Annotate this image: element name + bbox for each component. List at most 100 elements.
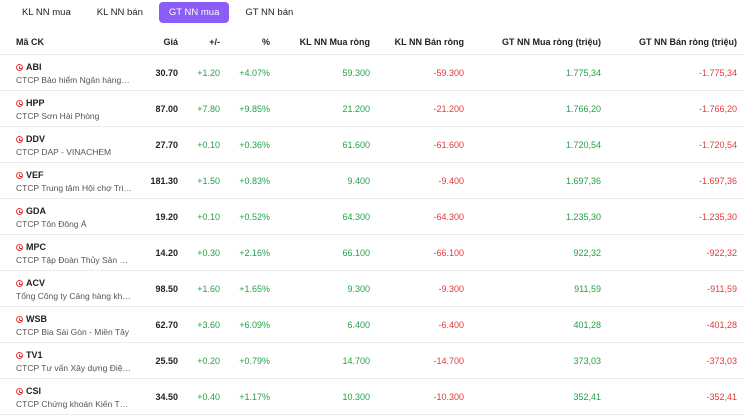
cell-pct: +0.36% <box>220 126 270 163</box>
cell-code[interactable]: ABI CTCP Bảo hiểm Ngân hàng Nông nghiệp <box>0 54 148 91</box>
cell-code[interactable]: HPP CTCP Sơn Hải Phòng <box>0 90 148 127</box>
cell-change: +0.40 <box>178 378 220 415</box>
table-row[interactable]: ACV Tổng Công ty Cảng hàng không Việt Na… <box>0 270 745 307</box>
cell-change: +1.50 <box>178 162 220 199</box>
cell-gt-buy: 1.697,36 <box>464 162 601 199</box>
symbol[interactable]: VEF <box>16 169 148 182</box>
symbol[interactable]: DDV <box>16 133 148 146</box>
table-row[interactable]: CSI CTCP Chứng khoán Kiến Thiết Việt Nam… <box>0 378 745 415</box>
company-name: CTCP Tư vấn Xây dựng Điện 1 <box>16 362 132 373</box>
trend-circle-icon <box>16 387 23 395</box>
cell-change: +1.20 <box>178 54 220 91</box>
tab-kl-nn-mua[interactable]: KL NN mua <box>22 6 71 18</box>
cell-kl-buy: 10.300 <box>270 378 370 415</box>
cell-code[interactable]: VEF CTCP Trung tâm Hội chợ Triển lãm Việ… <box>0 162 148 199</box>
symbol-text[interactable]: TV1 <box>26 350 43 360</box>
cell-code[interactable]: TV1 CTCP Tư vấn Xây dựng Điện 1 <box>0 342 148 379</box>
table-row[interactable]: GDA CTCP Tôn Đông Á 19.20 +0.10 +0.52% 6… <box>0 198 745 235</box>
cell-kl-sell: -14.700 <box>370 342 464 379</box>
cell-kl-buy: 59.300 <box>270 54 370 91</box>
symbol[interactable]: ACV <box>16 277 148 290</box>
symbol-text[interactable]: GDA <box>26 206 46 216</box>
table-row[interactable]: ABI CTCP Bảo hiểm Ngân hàng Nông nghiệp … <box>0 54 745 91</box>
cell-pct: +9.85% <box>220 90 270 127</box>
trend-circle-icon <box>16 243 23 251</box>
trend-circle-icon <box>16 351 23 359</box>
tab-kl-nn-ban[interactable]: KL NN bán <box>96 6 143 18</box>
cell-kl-buy: 14.700 <box>270 342 370 379</box>
cell-code[interactable]: DDV CTCP DAP - VINACHEM <box>0 126 148 163</box>
cell-price: 19.20 <box>148 198 178 235</box>
cell-pct: +1.17% <box>220 378 270 415</box>
col-header-price[interactable]: Giá <box>148 30 178 55</box>
table-row[interactable]: VEF CTCP Trung tâm Hội chợ Triển lãm Việ… <box>0 162 745 199</box>
symbol[interactable]: GDA <box>16 205 148 218</box>
cell-change: +0.20 <box>178 342 220 379</box>
table-row[interactable]: MPC CTCP Tập Đoàn Thủy Sản Minh Phú 14.2… <box>0 234 745 271</box>
cell-change: +0.10 <box>178 198 220 235</box>
symbol[interactable]: WSB <box>16 313 148 326</box>
symbol-text[interactable]: VEF <box>26 170 44 180</box>
cell-code[interactable]: WSB CTCP Bia Sài Gòn - Miền Tây <box>0 306 148 343</box>
cell-gt-sell: -911,59 <box>601 270 745 307</box>
symbol[interactable]: HPP <box>16 97 148 110</box>
company-name: CTCP Chứng khoán Kiến Thiết Việt Nam <box>16 398 132 409</box>
tab-gt-nn-ban[interactable]: GT NN bán <box>245 6 294 18</box>
trend-circle-icon <box>16 279 23 287</box>
cell-kl-sell: -10.300 <box>370 378 464 415</box>
cell-gt-sell: -1.775,34 <box>601 54 745 91</box>
cell-pct: +2.16% <box>220 234 270 271</box>
cell-kl-sell: -61.600 <box>370 126 464 163</box>
cell-gt-buy: 373,03 <box>464 342 601 379</box>
col-header-gt-sell[interactable]: GT NN Bán ròng (triệu) <box>601 30 745 55</box>
cell-price: 14.20 <box>148 234 178 271</box>
cell-pct: +1.65% <box>220 270 270 307</box>
col-header-pct[interactable]: % <box>220 30 270 55</box>
cell-kl-buy: 66.100 <box>270 234 370 271</box>
cell-gt-sell: -373,03 <box>601 342 745 379</box>
cell-kl-sell: -9.300 <box>370 270 464 307</box>
symbol-text[interactable]: DDV <box>26 134 46 144</box>
cell-pct: +6.09% <box>220 306 270 343</box>
trend-circle-icon <box>16 99 23 107</box>
table-row[interactable]: WSB CTCP Bia Sài Gòn - Miền Tây 62.70 +3… <box>0 306 745 343</box>
tab-gt-nn-mua[interactable]: GT NN mua <box>158 1 230 23</box>
cell-kl-buy: 21.200 <box>270 90 370 127</box>
symbol[interactable]: MPC <box>16 241 148 254</box>
symbol[interactable]: TV1 <box>16 349 148 362</box>
cell-code[interactable]: GDA CTCP Tôn Đông Á <box>0 198 148 235</box>
table-row[interactable]: DDV CTCP DAP - VINACHEM 27.70 +0.10 +0.3… <box>0 126 745 163</box>
company-name: Tổng Công ty Cảng hàng không Việt Nam <box>16 290 132 301</box>
table-row[interactable]: HPP CTCP Sơn Hải Phòng 87.00 +7.80 +9.85… <box>0 90 745 127</box>
cell-kl-buy: 64.300 <box>270 198 370 235</box>
symbol-text[interactable]: CSI <box>26 386 42 396</box>
cell-code[interactable]: CSI CTCP Chứng khoán Kiến Thiết Việt Nam <box>0 378 148 415</box>
col-header-gt-buy[interactable]: GT NN Mua ròng (triệu) <box>464 30 601 55</box>
cell-pct: +0.52% <box>220 198 270 235</box>
company-name: CTCP Tôn Đông Á <box>16 218 87 229</box>
cell-code[interactable]: ACV Tổng Công ty Cảng hàng không Việt Na… <box>0 270 148 307</box>
symbol-text[interactable]: HPP <box>26 98 45 108</box>
cell-pct: +0.83% <box>220 162 270 199</box>
symbol[interactable]: CSI <box>16 385 148 398</box>
symbol-text[interactable]: ACV <box>26 278 46 288</box>
symbol-text[interactable]: WSB <box>26 314 47 324</box>
symbol[interactable]: ABI <box>16 61 148 74</box>
col-header-code[interactable]: Mã CK <box>0 30 148 55</box>
cell-code[interactable]: MPC CTCP Tập Đoàn Thủy Sản Minh Phú <box>0 234 148 271</box>
cell-change: +0.30 <box>178 234 220 271</box>
table-row[interactable]: TV1 CTCP Tư vấn Xây dựng Điện 1 25.50 +0… <box>0 342 745 379</box>
cell-change: +0.10 <box>178 126 220 163</box>
col-header-kl-sell[interactable]: KL NN Bán ròng <box>370 30 464 55</box>
cell-change: +7.80 <box>178 90 220 127</box>
col-header-change[interactable]: +/- <box>178 30 220 55</box>
cell-kl-sell: -21.200 <box>370 90 464 127</box>
cell-kl-sell: -59.300 <box>370 54 464 91</box>
trend-circle-icon <box>16 63 23 71</box>
symbol-text[interactable]: ABI <box>26 62 42 72</box>
col-header-kl-buy[interactable]: KL NN Mua ròng <box>270 30 370 55</box>
company-name: CTCP Bảo hiểm Ngân hàng Nông nghiệp <box>16 74 132 85</box>
cell-gt-sell: -352,41 <box>601 378 745 415</box>
symbol-text[interactable]: MPC <box>26 242 46 252</box>
cell-gt-sell: -1.235,30 <box>601 198 745 235</box>
